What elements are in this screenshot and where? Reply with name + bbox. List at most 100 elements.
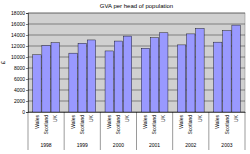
- bar: [160, 33, 168, 112]
- category-label: UK: [160, 114, 166, 122]
- plot-area: [28, 13, 245, 112]
- tick: 2003: [221, 112, 232, 148]
- tick: 1998: [41, 112, 52, 148]
- tick-mark: [26, 112, 28, 113]
- grid: [28, 13, 245, 112]
- separator: [28, 112, 29, 150]
- bar: [114, 41, 122, 112]
- tick-mark: [26, 24, 28, 25]
- grid-line: [28, 13, 245, 14]
- group-label: 1999: [77, 142, 88, 148]
- axis-line: [29, 112, 246, 113]
- separator: [208, 112, 209, 150]
- tick: 12000: [11, 43, 28, 49]
- title: GVA per head of population: [100, 3, 173, 9]
- bar: [69, 53, 77, 112]
- x-axis: 1998 1999 2000 2001 2002 2003: [29, 112, 246, 148]
- category-label: Scotland: [115, 115, 121, 135]
- grid-line: [28, 68, 245, 69]
- grid-line: [28, 79, 245, 80]
- tick: 2000: [113, 112, 124, 148]
- category-label: Wales: [34, 115, 40, 129]
- category-label: Scotland: [151, 115, 157, 135]
- category-label: UK: [124, 114, 130, 122]
- category-label: Scotland: [187, 115, 193, 135]
- bar: [51, 43, 59, 112]
- bar: [42, 45, 50, 112]
- category-label: Scotland: [43, 115, 49, 135]
- tick-mark: [26, 68, 28, 69]
- tick-label: 8000: [14, 65, 25, 71]
- tick: 0: [22, 109, 28, 115]
- tick-label: 12000: [11, 43, 25, 49]
- bars: [33, 25, 241, 112]
- category-label: UK: [197, 114, 203, 122]
- grid-line: [28, 90, 245, 91]
- y-axis: 0 2000 4000 6000 8000 10000 12000 14000 16000 180…: [11, 10, 28, 115]
- separator: [136, 112, 137, 150]
- bar: [214, 42, 222, 112]
- grid-line: [28, 57, 245, 58]
- tick-mark: [26, 90, 28, 91]
- tick-mark: [26, 57, 28, 58]
- group-label: 2000: [113, 142, 124, 148]
- bar: [33, 55, 41, 112]
- tick: 4000: [14, 87, 28, 93]
- tick: 2002: [185, 112, 196, 148]
- bar: [105, 51, 113, 112]
- group-label: 2001: [149, 142, 160, 148]
- grid-line: [28, 24, 245, 25]
- tick-mark: [26, 13, 28, 14]
- tick-label: 4000: [14, 87, 25, 93]
- tick-label: 2000: [14, 98, 25, 104]
- tick-mark: [26, 79, 28, 80]
- plot: 0 2000 4000 6000 8000 10000 12000 14000 16000 180…: [11, 10, 245, 150]
- tick: 10000: [11, 54, 28, 60]
- tick-mark: [26, 101, 28, 102]
- grid-line: [28, 46, 245, 47]
- category-label: Wales: [106, 115, 112, 129]
- tick: 14000: [11, 32, 28, 38]
- bar: [196, 28, 204, 112]
- separator: [64, 112, 65, 150]
- category-label: UK: [52, 114, 58, 122]
- tick: 1999: [77, 112, 88, 148]
- tick-mark: [26, 46, 28, 47]
- category-label: Wales: [178, 115, 184, 129]
- category-label: Wales: [142, 115, 148, 129]
- tick-label: 18000: [11, 10, 25, 16]
- bar: [187, 34, 195, 112]
- category-label: UK: [233, 114, 239, 122]
- bar: [87, 40, 95, 112]
- tick: 2001: [149, 112, 160, 148]
- tick-label: 14000: [11, 32, 25, 38]
- category-label: UK: [88, 114, 94, 122]
- separator: [172, 112, 173, 150]
- tick-label: 16000: [11, 21, 25, 27]
- separator: [245, 112, 246, 150]
- group-separators: [28, 112, 245, 150]
- tick-label: 0: [22, 109, 25, 115]
- grid-line: [28, 101, 245, 102]
- tick: 2000: [14, 98, 28, 104]
- tick: 8000: [14, 65, 28, 71]
- bar: [141, 48, 149, 112]
- tick: 6000: [14, 76, 28, 82]
- tick-label: 10000: [11, 54, 25, 60]
- grid-line: [28, 35, 245, 36]
- category-label: Wales: [214, 115, 220, 129]
- bar: [177, 45, 185, 112]
- tick: 18000: [11, 10, 28, 16]
- bar: [232, 25, 240, 112]
- y-axis-title: £: [0, 60, 6, 64]
- group-label: 1998: [41, 142, 52, 148]
- category-label: Wales: [70, 115, 76, 129]
- category-label: Scotland: [79, 115, 85, 135]
- axis-line: [26, 14, 29, 113]
- bar: [78, 43, 86, 112]
- tick-label: 6000: [14, 76, 25, 82]
- chart: 0 2000 4000 6000 8000 10000 12000 14000 16000 180…: [0, 0, 250, 154]
- category-label: Scotland: [224, 115, 230, 135]
- bar: [223, 31, 231, 112]
- group-label: 2003: [221, 142, 232, 148]
